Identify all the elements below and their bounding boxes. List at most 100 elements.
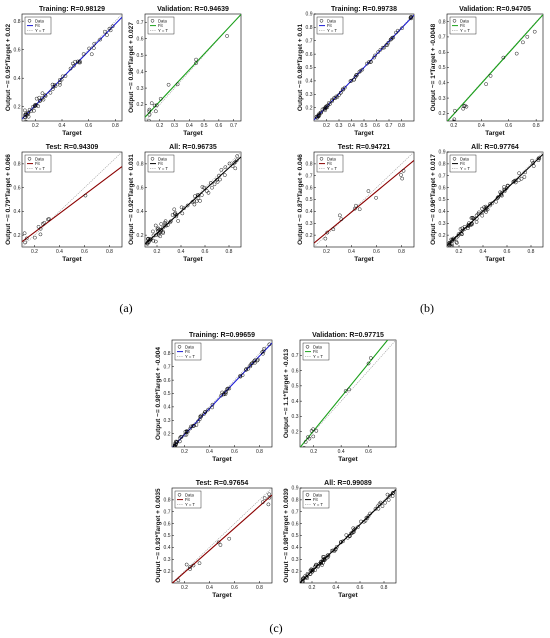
data-point [156, 226, 161, 231]
y-tick-label: 0.8 [439, 19, 446, 25]
data-point [38, 99, 42, 103]
data-point [215, 180, 220, 184]
data-point [196, 419, 201, 424]
data-point [525, 34, 530, 39]
data-point [227, 161, 232, 166]
data-point [24, 236, 29, 241]
data-point [317, 111, 322, 116]
x-tick-label: 0.2 [181, 449, 188, 455]
data-point [385, 43, 390, 47]
x-tick-label: 0.8 [106, 249, 113, 255]
data-point [41, 97, 46, 102]
chart-a-training: Training: R=0.98129 Target Output ~= 0.95*… [5, 6, 123, 137]
data-point [320, 107, 325, 112]
data-point [161, 229, 165, 234]
chart-title: Validation: R=0.94639 [157, 6, 229, 13]
data-point [154, 103, 159, 108]
y-tick-label: 0.4 [292, 399, 299, 405]
x-axis-label: Target [212, 456, 232, 463]
legend-box [147, 16, 175, 35]
data-point [33, 102, 38, 107]
legend-label: Y = T [158, 28, 168, 33]
legend-label: Y = T [327, 28, 337, 33]
data-point [390, 494, 395, 498]
fit-line [447, 14, 543, 121]
data-point [59, 77, 64, 82]
data-point [253, 358, 257, 363]
data-point [348, 534, 352, 538]
legend-data-marker [319, 157, 324, 161]
data-point [225, 34, 229, 38]
data-point [188, 426, 193, 431]
y-tick-label: 0.3 [164, 418, 171, 424]
y-tick-label: 0.3 [164, 557, 171, 563]
chart-c-training: Training: R=0.99659 Target Output ~= 0.98*… [155, 332, 273, 463]
data-point [174, 212, 179, 217]
data-point [358, 69, 363, 73]
x-axis-label: Target [183, 256, 203, 263]
y-axis-label: Output ~= 0.98*Target + 0.01 [297, 24, 304, 112]
chart-c-all: All: R=0.99089 Target Output ~= 0.98*Targe… [283, 480, 397, 599]
y-axis-label: Output ~= 0.96*Target + 0.017 [430, 154, 437, 245]
x-axis-label: Target [354, 130, 374, 137]
data-point [43, 94, 48, 98]
chart-a-all: All: R=0.96735 Target Output ~= 0.92*Targe… [128, 144, 242, 263]
legend-label: Data [327, 156, 337, 161]
plot-area [447, 152, 543, 247]
legend-box [449, 154, 477, 173]
x-tick-label: 0.4 [56, 249, 63, 255]
data-point [198, 199, 202, 203]
y-tick-label: 0.2 [14, 104, 21, 110]
chart-title: Training: R=0.99659 [189, 332, 255, 339]
data-point [221, 392, 226, 397]
data-point [149, 237, 153, 242]
data-point [233, 160, 238, 164]
x-tick-label: 0.2 [309, 585, 316, 591]
data-point [511, 179, 516, 184]
data-point [50, 82, 55, 87]
legend-label: Data [460, 156, 470, 161]
data-point [400, 26, 404, 31]
y-tick-label: 0.2 [164, 431, 171, 437]
data-point [463, 103, 467, 108]
y-tick-label: 0.5 [439, 65, 446, 71]
legend-label: Fit [313, 349, 318, 354]
data-point [77, 60, 81, 65]
y-tick-label: 0.7 [292, 509, 299, 515]
data-point [210, 402, 215, 407]
y-tick-label: 0.3 [439, 221, 446, 227]
y-axis-label: Output ~= 1.1*Target + -0.013 [283, 348, 290, 438]
data-point [199, 414, 203, 419]
data-point [190, 200, 195, 204]
data-point [484, 82, 488, 86]
data-point [182, 206, 186, 211]
x-tick-label: 0.6 [202, 249, 209, 255]
chart-title: Validation: R=0.97715 [312, 332, 384, 339]
y-tick-label: 0.3 [292, 557, 299, 563]
y-tick-label: 0.4 [306, 79, 313, 85]
x-tick-label: 0.8 [381, 585, 388, 591]
data-point [460, 226, 465, 231]
data-point [180, 211, 185, 216]
data-point [78, 60, 82, 65]
data-point [170, 213, 175, 217]
legend-label: Fit [327, 23, 332, 28]
figure-label-c: (c) [269, 621, 282, 635]
legend-label: Data [313, 492, 323, 497]
y-tick-label: 0.9 [306, 12, 313, 18]
data-point [147, 109, 152, 114]
data-point [499, 190, 504, 195]
data-point [32, 104, 37, 109]
data-point [161, 225, 165, 230]
identity-line [447, 152, 543, 247]
y-tick-label: 0.9 [292, 486, 299, 492]
y-tick-label: 0.7 [137, 20, 144, 26]
x-axis-label: Target [338, 592, 358, 599]
data-point [91, 46, 96, 50]
data-point [47, 217, 51, 221]
data-point [166, 82, 171, 87]
